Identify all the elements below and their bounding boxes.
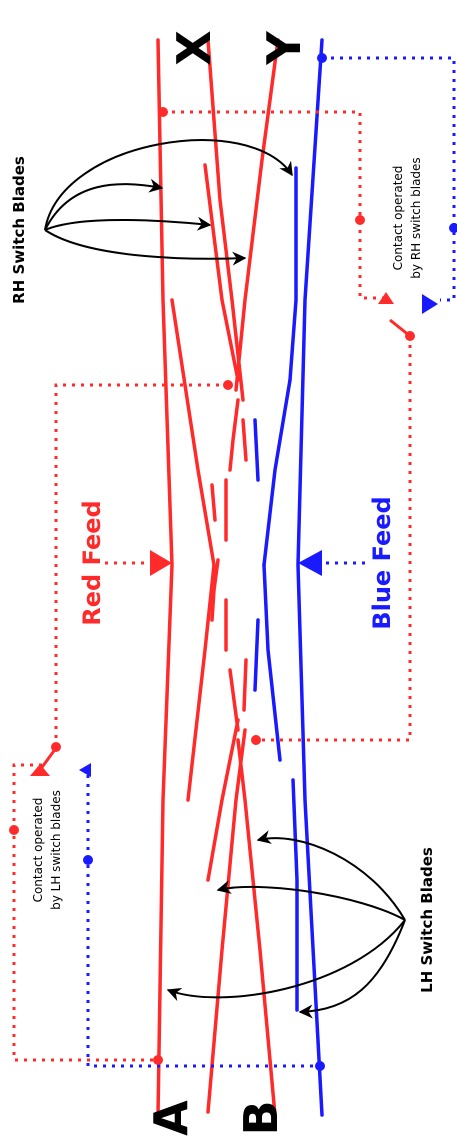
red-feed-arrow	[150, 550, 172, 576]
lh-contact-label-2: by LH switch blades	[49, 790, 63, 910]
red-vee-lower	[242, 658, 248, 712]
red-short-gap	[210, 483, 217, 522]
red-wiring	[12, 110, 412, 1062]
blue-crossing-upper	[253, 418, 260, 482]
rh-contact-label-1: Contact operated	[391, 166, 405, 271]
red-rail-b-diagonal	[234, 38, 280, 392]
track-label-b: B	[234, 1100, 288, 1135]
red-lh-blade	[206, 718, 240, 882]
blue-wire-top	[322, 56, 456, 302]
red-wire-rh-contact-out	[256, 336, 412, 742]
red-feed-label: Red Feed	[78, 500, 106, 625]
red-rail-x-diagonal	[206, 38, 245, 402]
rh-pointer-3	[44, 216, 212, 231]
red-converge-upper	[170, 298, 216, 567]
rh-pointer-2	[44, 178, 164, 231]
blue-rails	[253, 38, 324, 1117]
red-rh-blade	[203, 163, 240, 382]
red-rail-a-x	[156, 38, 174, 1117]
red-dot-left	[9, 825, 19, 835]
lh-blade-pointers	[166, 830, 406, 1019]
red-dot-mid-top	[355, 215, 365, 225]
junction-dots	[9, 53, 457, 1071]
blue-converge-upper	[262, 378, 292, 567]
red-rail-b-inner	[236, 738, 277, 1117]
rh-pointer-1	[44, 139, 293, 231]
rh-contact-switch	[378, 292, 438, 341]
lh-pointer-3	[166, 919, 406, 1002]
blue-wiring	[86, 56, 456, 1068]
red-dot-center-lower	[251, 735, 261, 745]
blue-converge-lower	[262, 563, 282, 762]
red-dot-x-top	[158, 107, 168, 117]
rh-switch-blades-label: RH Switch Blades	[10, 156, 28, 304]
blue-lh-blade	[291, 778, 299, 1012]
lh-pointer-2	[216, 880, 406, 921]
red-short-left	[210, 558, 220, 622]
blue-rail-b-y	[296, 38, 324, 1117]
lh-pointer-4	[298, 919, 406, 1019]
lh-contact-label-1: Contact operated	[31, 798, 45, 903]
red-rail-a-inner	[206, 728, 247, 1114]
blue-dot-right	[449, 223, 457, 233]
blue-dot-b-bottom	[315, 1061, 325, 1071]
blue-crossing-lower	[253, 618, 260, 692]
red-converge-lower	[186, 563, 216, 802]
rh-contact-label-2: by RH switch blades	[409, 157, 423, 278]
red-dot-a-bottom	[153, 1055, 163, 1065]
track-label-x: X	[167, 30, 221, 65]
rh-blade-pointers	[44, 139, 293, 266]
blue-feed-arrow	[298, 550, 322, 576]
track-label-y: Y	[257, 31, 311, 66]
red-vee-upper	[241, 418, 248, 462]
rh-pointer-4	[44, 229, 247, 266]
red-rails	[156, 38, 280, 1117]
red-dot-center	[223, 380, 233, 390]
track-label-a: A	[144, 1100, 198, 1136]
red-wire-center	[54, 383, 228, 745]
blue-dot-left	[83, 855, 93, 865]
lh-switch-blades-label: LH Switch Blades	[418, 847, 436, 993]
lh-pointer-1	[256, 830, 406, 921]
blue-dot-y-top	[317, 53, 327, 63]
red-crossing-lower	[228, 668, 240, 732]
blue-rh-blade	[288, 166, 298, 382]
blue-feed-label: Blue Feed	[368, 496, 396, 629]
blue-wire-bottom	[86, 770, 322, 1068]
red-crossing-upper	[228, 398, 240, 472]
lh-contact-switch	[30, 742, 91, 777]
